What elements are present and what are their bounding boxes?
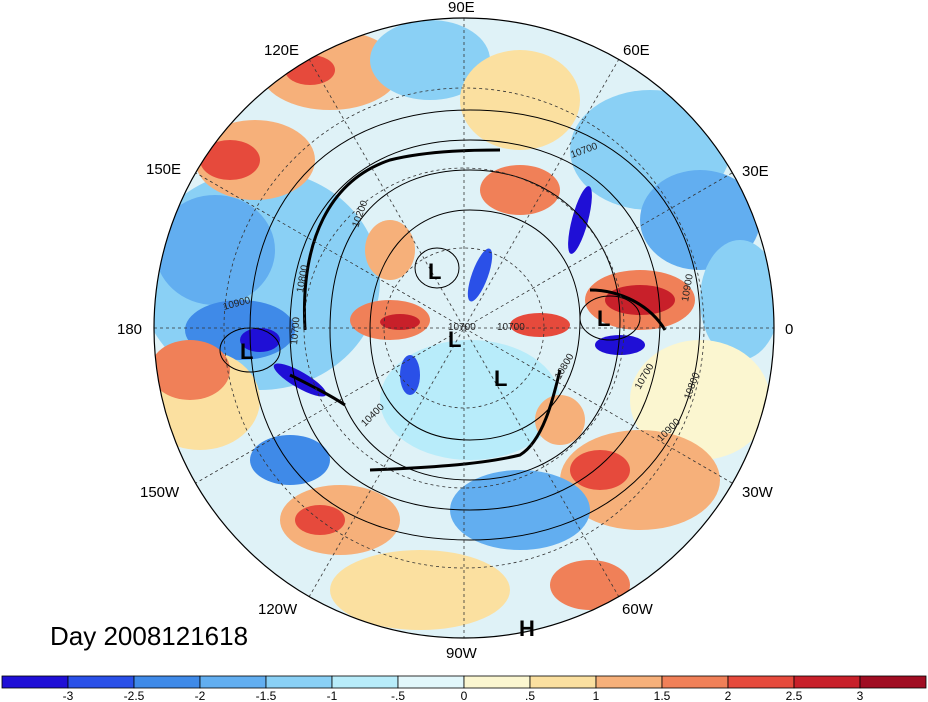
high-marker: H [519, 616, 535, 641]
longitude-label-120w: 120W [258, 601, 298, 618]
colorbar-box [595, 675, 663, 689]
colorbar-box [859, 675, 927, 689]
low-marker: L [240, 339, 253, 364]
jet-contour-south [369, 369, 562, 472]
longitude-label-90e: 90E [448, 0, 475, 16]
longitude-label-60e: 60E [623, 42, 650, 59]
longitude-label-120e: 120E [264, 42, 299, 59]
colorbar-box [793, 675, 861, 689]
colorbar-box [397, 675, 465, 689]
contour-value-label: 10900 [680, 273, 696, 303]
low-marker: L [448, 327, 461, 352]
day-label: Day 2008121618 [50, 621, 248, 651]
colorbar-tick-label: -2.5 [124, 689, 145, 702]
longitude-label-30e: 30E [742, 163, 769, 180]
colorbar-tick-label: -2 [195, 689, 206, 702]
longitude-label-180: 180 [117, 321, 142, 338]
colorbar-tick-label: 3 [857, 689, 864, 702]
colorbar-box [529, 675, 597, 689]
jet-contour-west [289, 373, 346, 407]
map-boundary [153, 17, 775, 639]
colorbar-box [331, 675, 399, 689]
colorbar-tick-labels: -3 -2.5 -2 -1.5 -1 -.5 0 .5 1 1.5 2 2.5 3 [63, 689, 864, 702]
colorbar-box [463, 675, 531, 689]
colorbar: -3 -2.5 -2 -1.5 -1 -.5 0 .5 1 1.5 2 2.5 3 [1, 675, 927, 702]
jet-contour-north [302, 148, 501, 331]
longitude-label-0: 0 [785, 321, 793, 338]
longitude-labels: 90E 60E 30E 0 30W 60W 90W 120W 150W 180 … [117, 0, 793, 662]
colorbar-box [133, 675, 201, 689]
colorbar-tick-label: -1.5 [256, 689, 277, 702]
colorbar-box [67, 675, 135, 689]
graticule [154, 18, 774, 638]
longitude-label-150w: 150W [140, 484, 180, 501]
colorbar-boxes [1, 675, 927, 689]
low-marker: L [597, 306, 610, 331]
colorbar-box [1, 675, 69, 689]
colorbar-tick-label: -3 [63, 689, 74, 702]
longitude-label-150e: 150E [146, 161, 181, 178]
contour-value-label: 10800 [295, 264, 311, 294]
height-contours [219, 109, 701, 541]
low-marker: L [428, 259, 441, 284]
contour-low-east [579, 295, 641, 341]
colorbar-box [199, 675, 267, 689]
colorbar-tick-label: 1 [593, 689, 600, 702]
longitude-label-90w: 90W [446, 645, 478, 662]
colorbar-tick-label: -.5 [391, 689, 405, 702]
contour-outer [249, 109, 701, 541]
contour-inner [329, 169, 621, 481]
contour-value-label: 10700 [289, 316, 302, 345]
colorbar-tick-label: 0 [461, 689, 468, 702]
colorbar-tick-label: 2 [725, 689, 732, 702]
colorbar-box [265, 675, 333, 689]
contour-low-pole [414, 247, 460, 289]
contour-value-label: 10700 [448, 322, 476, 333]
pressure-system-labels: L L L L L H [240, 259, 610, 641]
longitude-label-60w: 60W [622, 601, 654, 618]
jet-contour-east [589, 288, 667, 331]
low-marker: L [494, 366, 507, 391]
colorbar-tick-label: 2.5 [786, 689, 803, 702]
colorbar-box [727, 675, 795, 689]
colorbar-tick-label: .5 [525, 689, 535, 702]
colorbar-tick-label: 1.5 [654, 689, 671, 702]
longitude-label-30w: 30W [742, 484, 774, 501]
contour-value-label: 10700 [497, 322, 525, 333]
colorbar-box [661, 675, 729, 689]
colorbar-tick-label: -1 [327, 689, 338, 702]
contour-mid [289, 139, 661, 511]
